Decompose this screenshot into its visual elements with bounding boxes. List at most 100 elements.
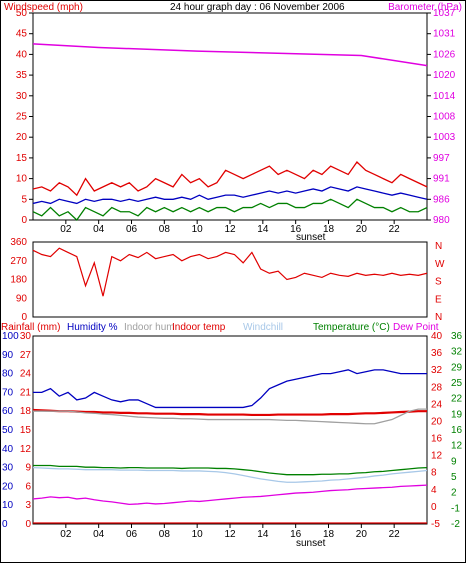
compass-tick-label: W	[435, 259, 445, 270]
humidity-tick-label: 30	[2, 463, 14, 474]
rain-left-ticks: 0 3 6 9 12 15 18 21 24 27 30	[20, 331, 32, 530]
wind-x-tick-label: 04	[93, 224, 105, 235]
wind-tick-label: 30	[16, 91, 28, 102]
temp-x-tick-label: 02	[60, 529, 72, 540]
temp-x-tick-label: 04	[93, 529, 105, 540]
graph-title: 24 hour graph day : 06 November 2006	[170, 2, 345, 13]
wind-x-tick-label: 06	[126, 224, 138, 235]
outer-temp-tick-label: -1	[451, 503, 460, 514]
temp-x-tick-label: 08	[159, 529, 171, 540]
outer-temp-tick-label: 32	[451, 347, 463, 358]
inner-temp-tick-label: 20	[431, 416, 443, 427]
temp-x-tick-label: 06	[126, 529, 138, 540]
compass-tick-label: N	[435, 312, 442, 323]
wind-series	[32, 43, 428, 221]
barometer-tick-label: 1008	[433, 112, 456, 123]
humidity-line	[33, 369, 427, 409]
rain-tick-label: 27	[20, 350, 32, 361]
temp-x-tick-label: 16	[290, 529, 302, 540]
outer-temp-tick-label: 19	[451, 409, 463, 420]
direction-tick-label: 270	[10, 256, 27, 267]
wind-x-tick-label: 02	[60, 224, 72, 235]
barometer-tick-label: 1014	[433, 91, 456, 102]
windchill-header: Windchill	[243, 322, 283, 333]
inner-temp-tick-label: 36	[431, 348, 443, 359]
wind-tick-label: 5	[21, 194, 27, 205]
rain-tick-label: 6	[25, 481, 31, 492]
outer-temp-tick-label: 25	[451, 378, 463, 389]
temp-x-tick-label: 14	[257, 529, 269, 540]
wind-x-tick-label: 20	[356, 224, 368, 235]
outer-temp-tick-label: 16	[451, 425, 463, 436]
direction-tick-label: 0	[21, 312, 27, 323]
humidity-left-ticks: 0 10 20 30 40 50 60 70 80 90 100	[2, 331, 19, 530]
wind-left-ticks: 0 5 10 15 20 25 30 35 40 45 50	[16, 8, 33, 226]
wind-tick-label: 25	[16, 112, 28, 123]
rain-tick-label: 21	[20, 387, 32, 398]
wind-tick-label: 50	[16, 8, 28, 19]
rain-tick-label: 24	[20, 369, 32, 380]
rain-tick-label: 3	[25, 500, 31, 511]
wind-x-tick-label: 12	[224, 224, 236, 235]
outer-temp-tick-label: 9	[451, 456, 457, 467]
temperature-series	[32, 369, 428, 524]
temp-right-inner-ticks: -5 0 4 8 12 16 20 24 28 32 36 40	[431, 331, 443, 530]
rain-tick-label: 30	[20, 331, 32, 342]
rain-tick-label: 0	[25, 519, 31, 530]
barometer-right-ticks: 980 986 991 997 1003 1008 1014 1020 1026 1031 1037	[427, 8, 456, 226]
direction-left-ticks: 0 90 180 270 360	[10, 237, 27, 323]
indoor-temp-line	[32, 408, 427, 417]
humidity-header: Humidity %	[67, 322, 118, 333]
wind-tick-label: 45	[16, 29, 28, 40]
direction-tick-label: 90	[16, 293, 28, 304]
sunset-label-2: sunset	[296, 538, 326, 549]
rain-tick-label: 15	[20, 425, 32, 436]
outer-temp-tick-label: 2	[451, 488, 457, 499]
outer-temp-tick-label: 29	[451, 362, 463, 373]
barometer-tick-label: 986	[433, 194, 450, 205]
humidity-tick-label: 60	[2, 406, 14, 417]
inner-temp-tick-label: 16	[431, 434, 443, 445]
outer-temp-tick-label: 36	[451, 331, 463, 342]
wind-panel: Windspeed (mph) 24 hour graph day : 06 N…	[4, 2, 462, 243]
rain-tick-label: 18	[20, 406, 32, 417]
wind-low-line	[32, 198, 428, 221]
humidity-tick-label: 80	[2, 369, 14, 380]
wind-x-tick-label: 18	[323, 224, 335, 235]
windspeed-axis-label: Windspeed (mph)	[4, 2, 83, 13]
temp-x-tick-label: 22	[389, 529, 401, 540]
wind-x-tick-label: 10	[192, 224, 204, 235]
barometer-tick-label: 1031	[433, 29, 456, 40]
wind-avg-line	[32, 186, 428, 205]
wind-direction-line	[32, 247, 428, 297]
barometer-tick-label: 997	[433, 153, 450, 164]
wind-tick-label: 15	[16, 153, 28, 164]
barometer-tick-label: 980	[433, 215, 450, 226]
temperature-plot-area	[32, 335, 428, 525]
wind-x-tick-label: 08	[159, 224, 171, 235]
compass-tick-label: S	[435, 277, 442, 288]
outer-temp-tick-label: 22	[451, 394, 463, 405]
barometer-tick-label: 991	[433, 174, 450, 185]
barometer-axis-label: Barometer (hPa)	[388, 2, 462, 13]
indoor-hum-header: Indoor hum	[124, 322, 175, 333]
wind-tick-label: 35	[16, 70, 28, 81]
temp-x-tick-label: 18	[323, 529, 335, 540]
inner-temp-tick-label: 32	[431, 365, 443, 376]
temp-x-tick-label: 12	[224, 529, 236, 540]
barometer-tick-label: 1037	[433, 8, 456, 19]
humidity-tick-label: 20	[2, 481, 14, 492]
compass-tick-label: N	[435, 241, 442, 252]
temp-x-tick-label: 10	[192, 529, 204, 540]
barometer-tick-label: 1003	[433, 132, 456, 143]
direction-tick-label: 360	[10, 237, 27, 248]
humidity-tick-label: 70	[2, 387, 14, 398]
temperature-panel: Rainfall (mm) Humidity % Indoor hum Indo…	[1, 322, 463, 549]
inner-temp-tick-label: 0	[431, 502, 437, 513]
wind-x-tick-label: 14	[257, 224, 269, 235]
temp-x-tick-label: 20	[356, 529, 368, 540]
inner-temp-tick-label: 24	[431, 399, 443, 410]
